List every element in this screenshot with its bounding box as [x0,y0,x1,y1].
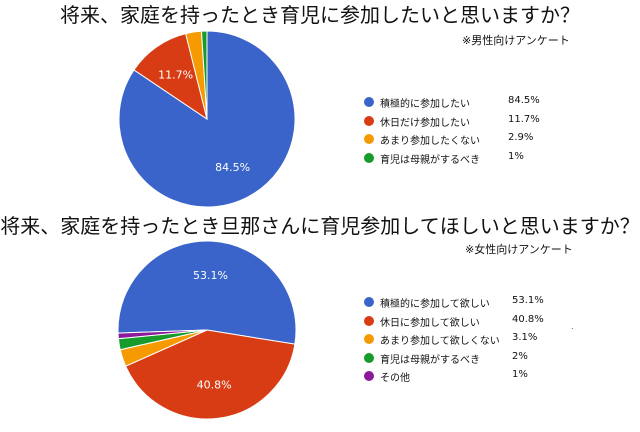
chart2-slice-label-0: 53.1% [193,269,228,282]
chart1-title: 将来、家庭を持ったとき育児に参加したいと思いますか？ [60,3,580,27]
chart1-legend-value: 11.7% [508,113,540,125]
chart1-legend-label: 育児は母親がするべき [380,154,480,166]
chart1-legend-swatch [364,97,374,107]
chart2-legend-swatch [364,297,374,307]
chart1-legend-swatch [364,115,374,126]
chart2-legend-value: 2% [512,350,528,362]
chart2-legend-label: 育児は母親がするべき [380,354,480,366]
chart1-legend-label: 休日だけ参加したい [380,117,470,129]
chart1-legend-value: 1% [508,150,524,162]
chart2-title: 将来、家庭を持ったとき旦那さんに育児参加してほしいと思いますか？ [0,214,640,238]
chart2-legend-value: 3.1% [512,332,538,343]
chart2-slice-1 [125,329,296,420]
chart1-subtitle: ※男性向けアンケート [462,34,570,47]
chart2-slice-label-1: 40.8% [197,379,232,392]
chart2-legend-swatch [364,352,374,363]
chart1-legend-swatch [364,134,374,144]
chart1-legend-swatch [364,152,374,163]
chart1-slice-label-1: 11.7% [158,68,193,81]
chart1-slice-label-0: 84.5% [215,161,250,174]
chart1-legend-label: あまり参加したくない [380,136,480,147]
chart2-subtitle: ※女性向けアンケート [465,243,573,256]
chart1-legend-value: 84.5% [508,95,540,106]
chart1-pie: 84.5% 11.7% [118,30,296,208]
chart2-slice-4 [117,329,208,340]
chart2-legend-label: あまり参加して欲しくない [380,336,500,347]
chart2-legend-value: 1% [512,369,528,380]
chart2-legend-label: 積極的に参加して欲しい [380,299,490,310]
chart2-legend-swatch [364,334,374,344]
chart1-legend-label: 積極的に参加したい [380,99,470,110]
chart2-legend-label: その他 [380,373,410,384]
chart2-legend-value: 40.8% [512,313,544,325]
chart2-legend-swatch [364,315,374,326]
chart2-slice-0 [117,240,297,345]
chart2-legend-swatch [364,371,374,381]
chart2-legend-value: 53.1% [512,295,544,306]
chart2-legend-label: 休日に参加して欲しい [380,317,480,329]
stray-dot: . [571,322,574,331]
chart1-slice-3 [200,30,208,120]
chart2-pie: 53.1% 40.8% [117,240,297,420]
chart1-slice-1 [133,33,208,121]
chart1-legend-value: 2.9% [508,132,534,143]
